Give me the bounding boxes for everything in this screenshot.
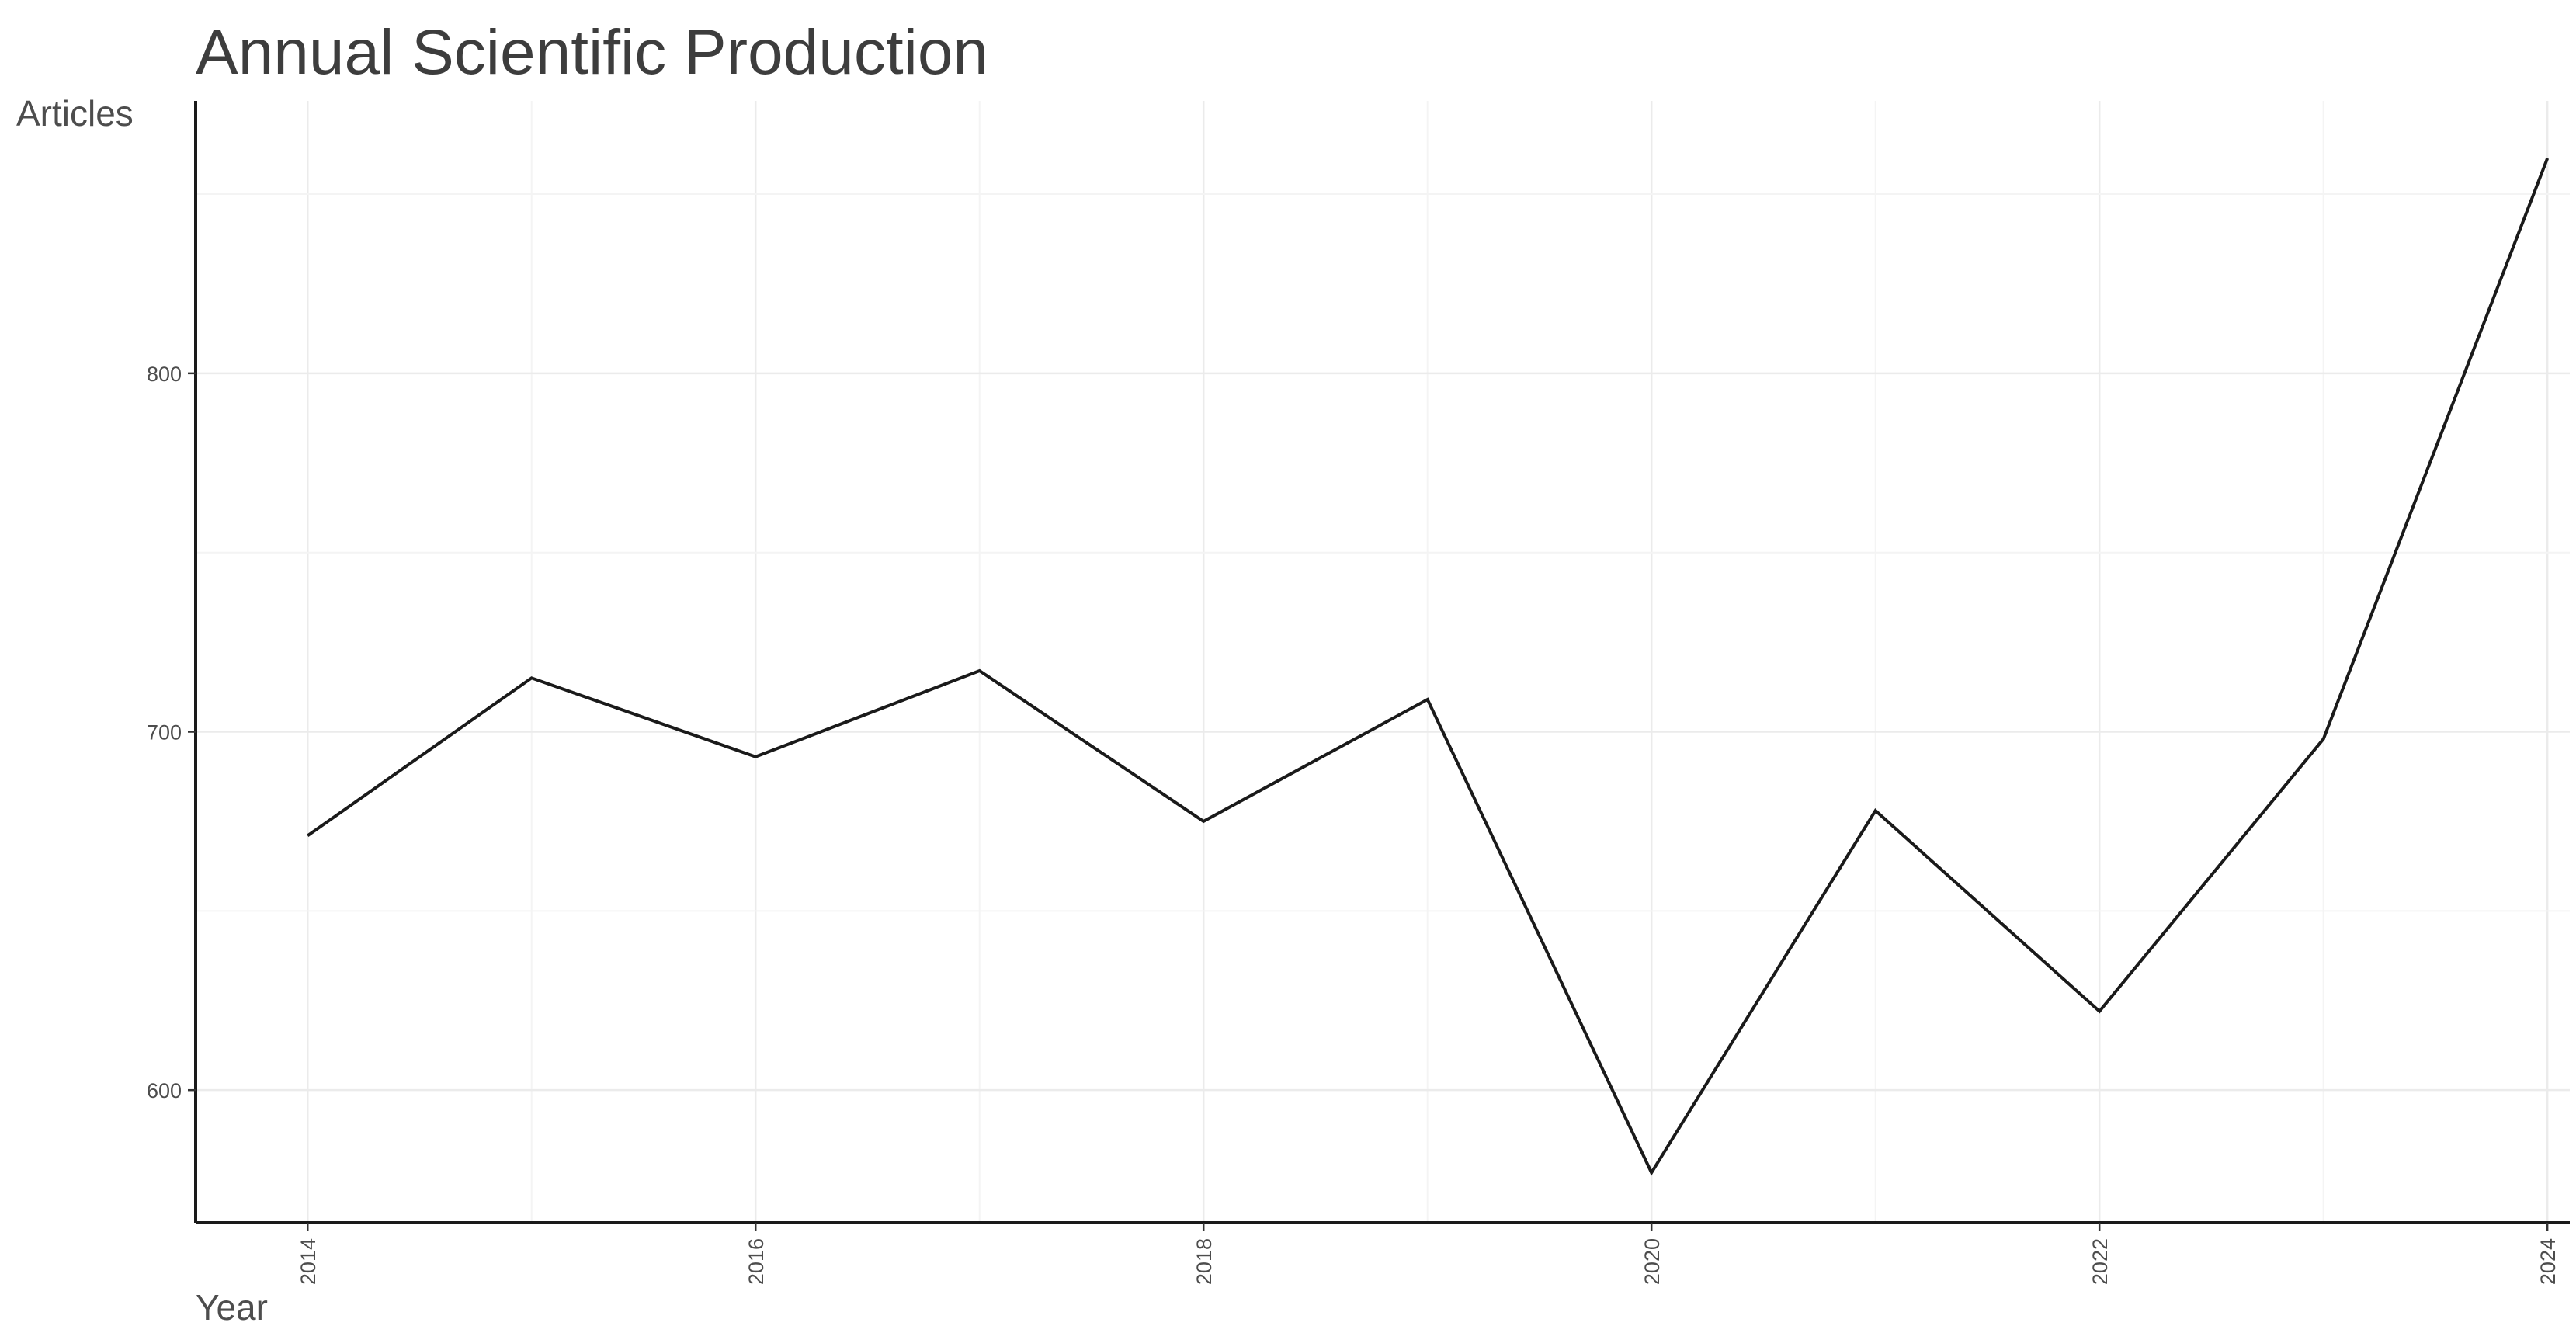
y-tick-label: 700 (147, 721, 182, 745)
x-tick-label: 2014 (297, 1238, 320, 1285)
x-axis-title: Year (196, 1287, 268, 1328)
y-tick-label: 600 (147, 1079, 182, 1102)
x-tick-label: 2018 (1193, 1238, 1216, 1285)
y-tick-label: 800 (147, 363, 182, 386)
chart-title: Annual Scientific Production (196, 17, 988, 88)
grid (196, 101, 2570, 1223)
production-line (307, 158, 2550, 1176)
x-tick-label: 2020 (1640, 1238, 1664, 1285)
series-layer (307, 158, 2550, 1176)
tick-labels: 600 700 800 2014 2016 2018 2020 2022 2024 (147, 363, 2560, 1285)
x-tick-label: 2024 (2536, 1238, 2560, 1285)
x-tick-label: 2022 (2088, 1238, 2112, 1285)
axes (194, 101, 2570, 1224)
x-tick-label: 2016 (745, 1238, 768, 1285)
y-axis-title: Articles (16, 93, 134, 134)
